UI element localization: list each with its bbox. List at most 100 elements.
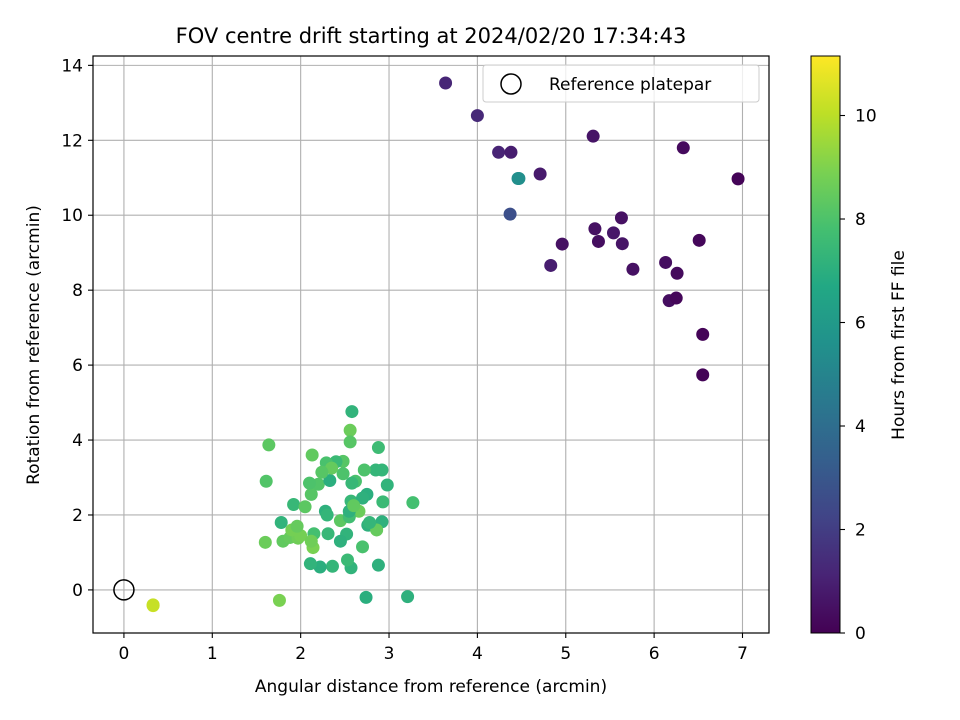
x-tick-label: 0 (119, 644, 130, 664)
legend: Reference platepar (482, 64, 760, 103)
data-point (544, 258, 558, 272)
data-point (731, 172, 745, 186)
y-tick-label: 8 (72, 281, 83, 301)
data-point (303, 557, 317, 571)
data-point (606, 226, 620, 240)
grid-lines (93, 56, 769, 633)
data-point (376, 495, 390, 509)
y-tick-label: 14 (61, 56, 83, 76)
data-point (274, 515, 288, 529)
y-tick-label: 2 (72, 506, 83, 526)
data-point (305, 448, 319, 462)
colorbar-tick-label: 8 (855, 210, 866, 230)
data-point (146, 598, 160, 612)
data-point (670, 266, 684, 280)
data-point (676, 141, 690, 155)
colorbar-ticks: 0 2 4 6 8 10 (840, 107, 877, 644)
data-point (512, 172, 526, 186)
data-point (287, 497, 301, 511)
colorbar (810, 55, 841, 634)
x-tick-label: 5 (560, 644, 571, 664)
data-point (323, 474, 337, 488)
data-point (343, 435, 357, 449)
data-point (504, 145, 518, 159)
data-point (258, 535, 272, 549)
data-point (302, 476, 316, 490)
data-point (315, 465, 329, 479)
data-point (363, 515, 377, 529)
data-point (340, 553, 354, 567)
data-point (696, 327, 710, 341)
chart-title: FOV centre drift starting at 2024/02/20 … (176, 24, 687, 48)
data-point (325, 559, 339, 573)
x-tick-label: 3 (384, 644, 395, 664)
y-axis-ticks: 0 2 4 6 8 10 12 14 (61, 56, 93, 601)
data-point (304, 534, 318, 548)
colorbar-tick-label: 6 (855, 314, 866, 334)
data-point (503, 207, 517, 221)
data-point (533, 167, 547, 181)
data-point (345, 405, 359, 419)
data-point (320, 508, 334, 522)
data-point (591, 234, 605, 248)
data-point (555, 237, 569, 251)
data-point (669, 291, 683, 305)
data-point (659, 255, 673, 269)
data-point (614, 211, 628, 225)
data-point (298, 500, 312, 514)
data-point (356, 540, 370, 554)
data-point (588, 222, 602, 236)
y-tick-label: 12 (61, 131, 83, 151)
data-points (113, 76, 745, 613)
data-point (343, 423, 357, 437)
data-point (359, 590, 373, 604)
y-tick-label: 6 (72, 356, 83, 376)
colorbar-tick-label: 2 (855, 521, 866, 541)
data-point (492, 145, 506, 159)
data-point (401, 590, 415, 604)
data-point (272, 593, 286, 607)
x-axis-ticks: 0 1 2 3 4 5 6 7 (119, 633, 748, 664)
data-point (345, 476, 359, 490)
data-point (439, 76, 453, 90)
x-tick-label: 2 (295, 644, 306, 664)
data-point (375, 463, 389, 477)
y-tick-label: 10 (61, 206, 83, 226)
colorbar-tick-label: 4 (855, 417, 866, 437)
x-tick-label: 1 (207, 644, 218, 664)
data-point (586, 129, 600, 143)
data-point (347, 499, 361, 513)
data-point (696, 368, 710, 382)
x-tick-label: 6 (649, 644, 660, 664)
data-point (356, 491, 370, 505)
data-point (333, 534, 347, 548)
colorbar-label: Hours from first FF file (889, 250, 909, 440)
data-point (406, 496, 420, 510)
y-axis-label: Rotation from reference (arcmin) (24, 205, 44, 485)
data-point (615, 237, 629, 251)
colorbar-tick-label: 10 (855, 107, 877, 127)
data-point (371, 441, 385, 455)
data-point (321, 527, 335, 541)
data-point (692, 233, 706, 247)
y-tick-label: 4 (72, 431, 83, 451)
reference-platepar-marker (113, 579, 135, 601)
data-point (262, 438, 276, 452)
plot-frame (92, 55, 770, 634)
legend-marker-reference (500, 73, 522, 95)
colorbar-tick-label: 0 (855, 624, 866, 644)
data-point (380, 478, 394, 492)
legend-box (482, 64, 760, 103)
x-axis-label: Angular distance from reference (arcmin) (255, 677, 607, 697)
data-point (357, 463, 371, 477)
x-tick-label: 7 (737, 644, 748, 664)
data-point (470, 109, 484, 123)
data-point (290, 519, 304, 533)
data-point (304, 487, 318, 501)
legend-label-reference: Reference platepar (549, 75, 711, 95)
data-point (371, 558, 385, 572)
data-point (626, 262, 640, 276)
data-point (336, 467, 350, 481)
